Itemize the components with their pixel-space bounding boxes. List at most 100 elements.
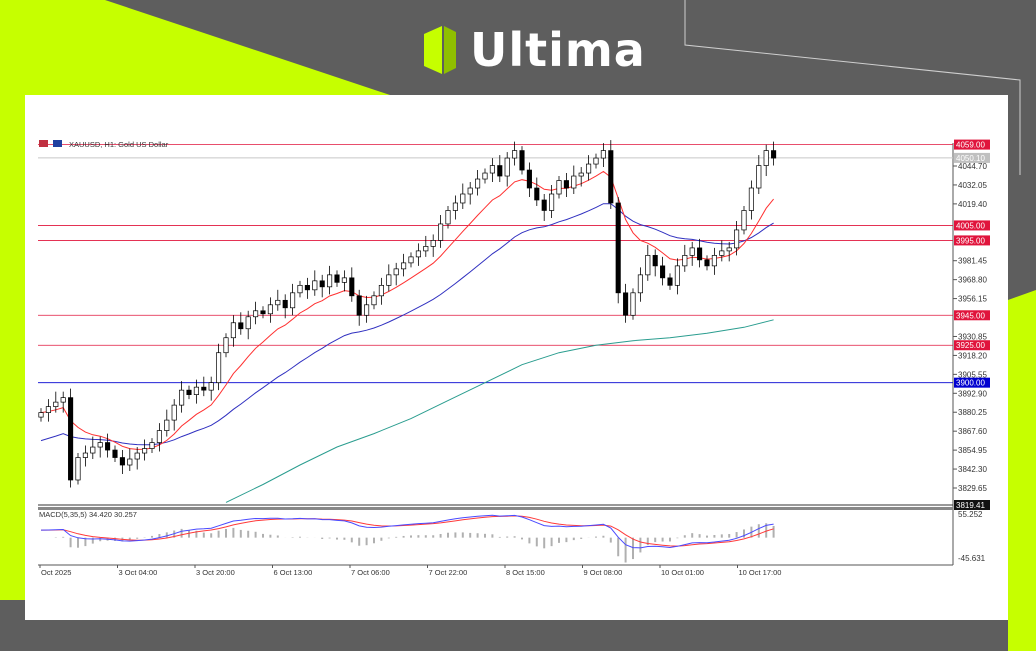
- candle-body: [741, 210, 747, 231]
- y-tick-label: 3968.80: [958, 276, 987, 285]
- chart-icon: [53, 140, 62, 147]
- candle-body: [297, 284, 303, 294]
- candle: [193, 379, 199, 404]
- y-tick-label: 3842.30: [958, 465, 987, 474]
- candle: [327, 265, 333, 295]
- candle: [756, 155, 762, 194]
- x-tick-label: 10 Oct 01:00: [661, 568, 704, 577]
- candle-body: [608, 150, 614, 204]
- candle: [60, 391, 66, 413]
- candle: [216, 343, 222, 391]
- price-chart[interactable]: 4044.70 4032.05 4019.40 3981.45 3968.80 3956.…: [25, 95, 1008, 620]
- candle: [504, 152, 510, 187]
- candle: [112, 445, 118, 463]
- candle-body: [711, 255, 717, 267]
- candle-body: [652, 255, 658, 267]
- candle: [401, 253, 407, 277]
- candle-body: [593, 157, 599, 165]
- candle: [467, 182, 473, 205]
- level-badge: [954, 235, 990, 246]
- candle: [460, 183, 466, 209]
- candle: [97, 436, 103, 458]
- candle-body: [482, 172, 488, 180]
- chart-icon: [39, 140, 48, 147]
- candle: [623, 283, 629, 323]
- candle: [719, 240, 725, 262]
- candle-body: [460, 193, 466, 204]
- candle-body: [260, 310, 266, 315]
- candle-body: [223, 337, 229, 354]
- candle-body: [719, 250, 725, 256]
- candle-body: [667, 277, 673, 286]
- candle-body: [105, 442, 111, 451]
- x-tick-label: 7 Oct 22:00: [429, 568, 468, 577]
- candle: [90, 436, 96, 460]
- bottom-price-badge: [954, 500, 990, 510]
- candle: [608, 140, 614, 209]
- candle-body: [600, 150, 606, 159]
- candle-body: [630, 292, 636, 316]
- candle-body: [179, 389, 185, 406]
- macd-signal-line: [41, 515, 774, 547]
- candle-body: [534, 187, 540, 201]
- candle: [682, 244, 688, 272]
- candle-body: [334, 274, 340, 283]
- candle-body: [682, 255, 688, 267]
- candle-body: [697, 247, 703, 261]
- ma-fast-line: [40, 170, 774, 450]
- candle-body: [763, 150, 769, 166]
- candle: [38, 408, 44, 422]
- candle: [341, 270, 347, 292]
- chart-panel: 4044.70 4032.05 4019.40 3981.45 3968.80 3956.…: [25, 95, 1008, 620]
- candle-body: [556, 180, 562, 195]
- y-tick-label: 3829.65: [958, 484, 987, 493]
- candle-body: [327, 274, 333, 288]
- candle-body: [645, 255, 651, 276]
- candle: [475, 170, 481, 196]
- candle: [149, 438, 155, 454]
- x-tick-label: 7 Oct 06:00: [351, 568, 390, 577]
- candle: [734, 220, 740, 256]
- candle-body: [119, 457, 125, 466]
- candle-body: [756, 165, 762, 189]
- candle: [415, 243, 421, 266]
- candle-body: [364, 304, 370, 316]
- candle: [452, 195, 458, 220]
- y-tick-label: 3918.20: [958, 351, 987, 360]
- candle: [667, 273, 673, 290]
- candle-body: [149, 442, 155, 449]
- current-price-badge: [954, 152, 990, 163]
- candle: [563, 173, 569, 197]
- candle-body: [142, 448, 148, 454]
- candle: [660, 256, 666, 286]
- candle-body: [771, 150, 777, 159]
- level-label: 4005.00: [956, 221, 985, 230]
- candle-body: [504, 157, 510, 177]
- candle: [68, 388, 74, 488]
- x-tick-label: Oct 2025: [41, 568, 71, 577]
- candle-body: [90, 446, 96, 454]
- level-label: 3995.00: [956, 236, 985, 245]
- candle: [741, 205, 747, 235]
- candle-body: [415, 250, 421, 258]
- candle-body: [97, 442, 103, 448]
- candle-body: [475, 178, 481, 189]
- candle-body: [386, 274, 392, 286]
- candle: [267, 297, 273, 323]
- candle: [593, 153, 599, 169]
- candle-body: [519, 150, 525, 171]
- candle-body: [378, 284, 384, 297]
- brand-name: Ultima: [470, 23, 646, 77]
- candle: [438, 214, 444, 248]
- candle: [223, 333, 229, 358]
- candle-body: [53, 401, 59, 407]
- candle: [704, 255, 710, 271]
- candle-body: [45, 406, 51, 413]
- candle-body: [734, 229, 740, 249]
- candle: [53, 391, 59, 413]
- candle: [526, 162, 532, 197]
- candle: [371, 291, 377, 310]
- candle: [771, 141, 777, 166]
- pane-separator: [38, 507, 953, 510]
- candle-body: [438, 223, 444, 241]
